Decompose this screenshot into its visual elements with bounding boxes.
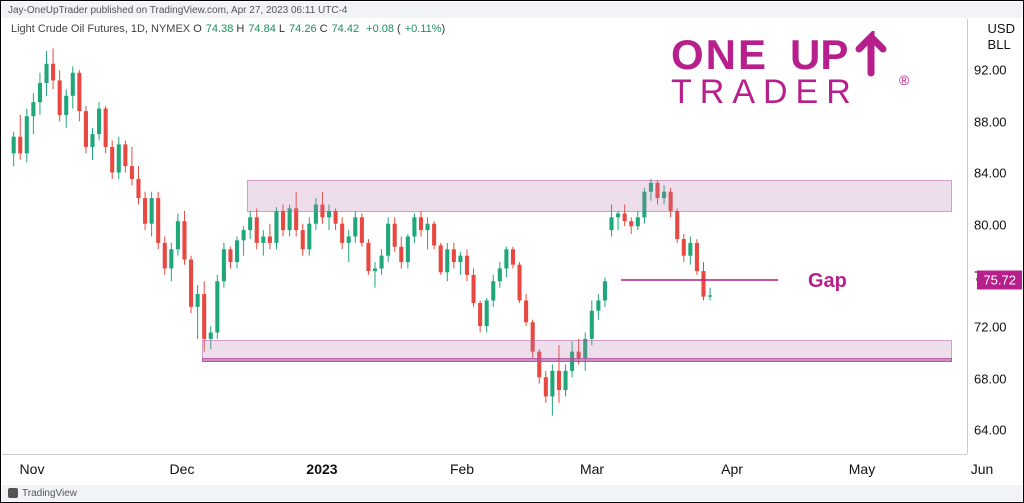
oneuptrader-logo: ONE UP TRADER ® [671,31,951,111]
demand-line [202,358,952,362]
price-tick: 68.00 [974,371,1007,386]
price-tick: 72.00 [974,320,1007,335]
time-tick: Mar [580,461,604,477]
logo-one: ONE [671,31,768,78]
chart-window: Jay-OneUpTrader published on TradingView… [0,0,1024,503]
last-price-value: 75.72 [983,272,1016,287]
footer-bar: TradingView [2,485,1022,501]
logo-trader: TRADER [671,73,859,111]
last-price-tag: 75.72 [977,270,1022,289]
publish-timestamp: Apr 27, 2023 06:11 UTC-4 [231,5,348,16]
price-tick: 88.00 [974,114,1007,129]
time-tick: Feb [450,461,474,477]
time-tick: Jun [971,461,994,477]
time-tick: 2023 [306,461,337,477]
time-tick: Apr [721,461,743,477]
publisher-site: TradingView.com [150,5,226,16]
header-bar: Jay-OneUpTrader published on TradingView… [2,2,1022,18]
time-tick: Dec [170,461,195,477]
price-tick: 64.00 [974,423,1007,438]
time-tick: Nov [20,461,45,477]
supply-zone [247,180,952,212]
publisher-name: Jay-OneUpTrader [8,5,88,16]
logo-arrow-icon [859,37,883,73]
publisher-line: Jay-OneUpTrader published on TradingView… [8,5,348,16]
gap-annotation: Gap [808,270,847,293]
price-tick: 80.00 [974,217,1007,232]
price-tick: 84.00 [974,166,1007,181]
logo-up: UP [790,31,848,78]
time-tick: May [849,461,875,477]
tradingview-icon [8,488,18,498]
footer-brand: TradingView [22,488,77,499]
price-axis[interactable]: 92.0088.0084.0080.0076.0072.0068.0064.00 [967,19,1022,454]
price-tick: 92.00 [974,63,1007,78]
time-axis[interactable]: NovDec2023FebMarAprMayJun [2,454,967,484]
logo-registered-icon: ® [899,72,910,88]
gap-text: Gap [808,270,847,292]
